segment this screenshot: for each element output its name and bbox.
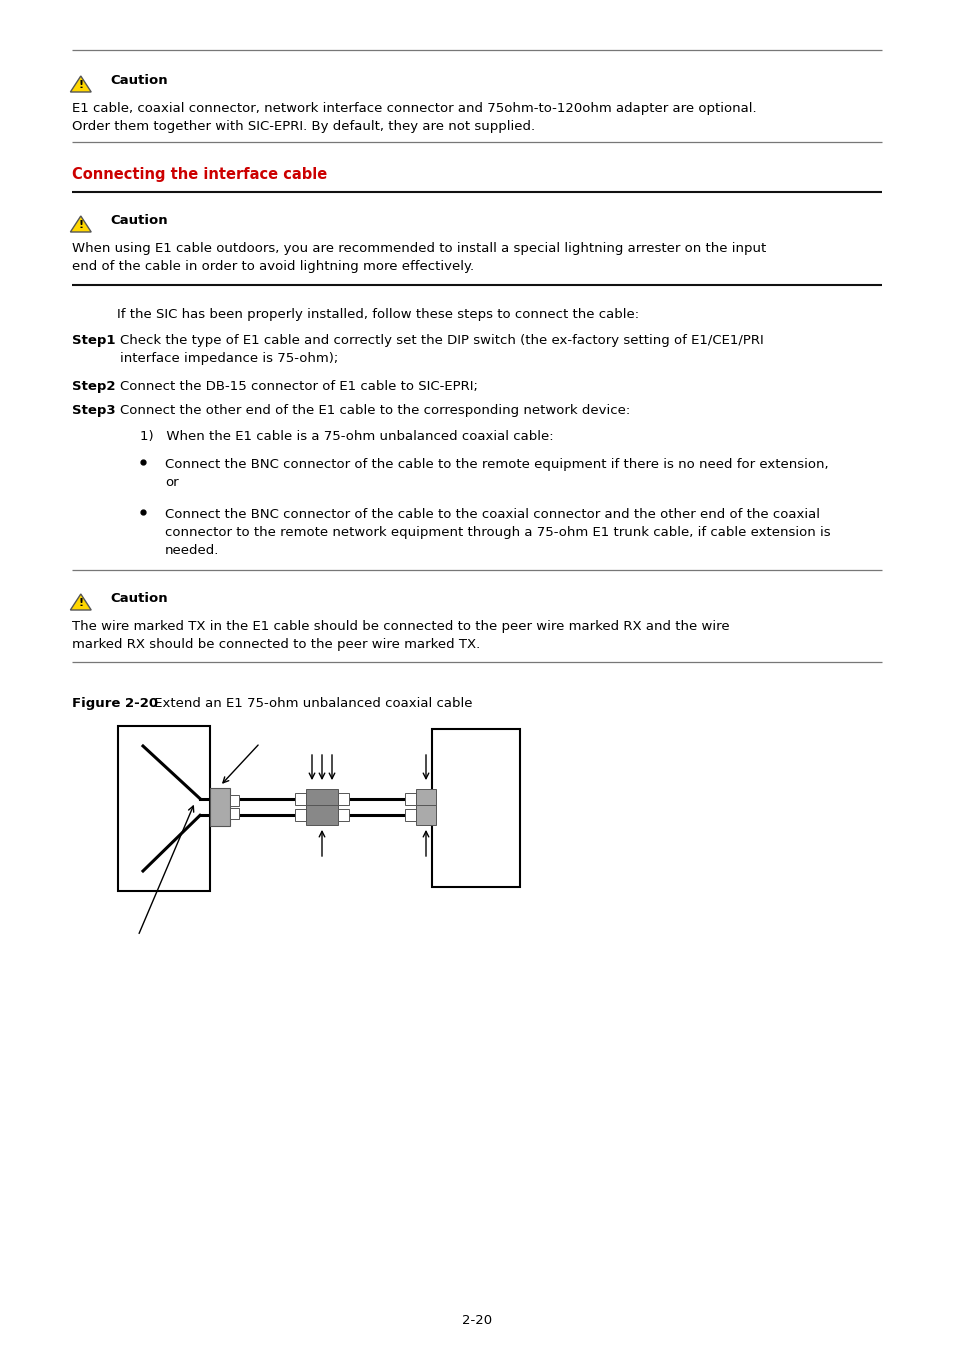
Text: interface impedance is 75-ohm);: interface impedance is 75-ohm); [120,352,338,365]
Bar [306,788,337,809]
Text: Check the type of E1 cable and correctly set the DIP switch (the ex-factory sett: Check the type of E1 cable and correctly… [120,333,763,347]
Text: Figure 2-20: Figure 2-20 [71,697,158,710]
Text: end of the cable in order to avoid lightning more effectively.: end of the cable in order to avoid light… [71,261,474,273]
Text: !: ! [78,598,83,609]
Text: When using E1 cable outdoors, you are recommended to install a special lightning: When using E1 cable outdoors, you are re… [71,242,765,255]
Bar [230,809,239,819]
Text: or: or [165,477,178,489]
Text: Connecting the interface cable: Connecting the interface cable [71,167,327,182]
Text: !: ! [78,80,83,90]
Text: Order them together with SIC-EPRI. By default, they are not supplied.: Order them together with SIC-EPRI. By de… [71,120,535,134]
Text: Connect the DB-15 connector of E1 cable to SIC-EPRI;: Connect the DB-15 connector of E1 cable … [120,379,477,393]
Text: 2-20: 2-20 [461,1314,492,1327]
Text: Extend an E1 75-ohm unbalanced coaxial cable: Extend an E1 75-ohm unbalanced coaxial c… [150,697,472,710]
Bar [405,809,416,821]
Bar [294,809,306,821]
Bar [230,795,239,806]
Bar [432,729,519,887]
Text: Caution: Caution [110,591,168,605]
Bar [306,805,337,825]
Text: Connect the BNC connector of the cable to the coaxial connector and the other en: Connect the BNC connector of the cable t… [165,508,820,521]
Bar [405,792,416,805]
Text: Step2: Step2 [71,379,115,393]
Bar [337,792,349,805]
Text: marked RX should be connected to the peer wire marked TX.: marked RX should be connected to the pee… [71,639,479,651]
Text: !: ! [78,220,83,231]
Text: Connect the BNC connector of the cable to the remote equipment if there is no ne: Connect the BNC connector of the cable t… [165,458,828,471]
Text: Step3: Step3 [71,404,115,417]
Text: The wire marked TX in the E1 cable should be connected to the peer wire marked R: The wire marked TX in the E1 cable shoul… [71,620,729,633]
Bar [118,726,210,891]
Bar [294,792,306,805]
Text: Caution: Caution [110,213,168,227]
Text: Caution: Caution [110,73,168,86]
Bar [416,788,436,809]
Text: If the SIC has been properly installed, follow these steps to connect the cable:: If the SIC has been properly installed, … [117,308,639,321]
Text: needed.: needed. [165,544,219,558]
Bar [416,805,436,825]
Polygon shape [71,216,91,232]
Text: E1 cable, coaxial connector, network interface connector and 75ohm-to-120ohm ada: E1 cable, coaxial connector, network int… [71,103,756,115]
Text: connector to the remote network equipment through a 75-ohm E1 trunk cable, if ca: connector to the remote network equipmen… [165,526,830,539]
Text: 1)   When the E1 cable is a 75-ohm unbalanced coaxial cable:: 1) When the E1 cable is a 75-ohm unbalan… [140,431,553,443]
Bar [210,788,230,826]
Polygon shape [71,594,91,610]
Bar [337,809,349,821]
Text: Connect the other end of the E1 cable to the corresponding network device:: Connect the other end of the E1 cable to… [120,404,630,417]
Text: Step1: Step1 [71,333,115,347]
Polygon shape [71,76,91,92]
